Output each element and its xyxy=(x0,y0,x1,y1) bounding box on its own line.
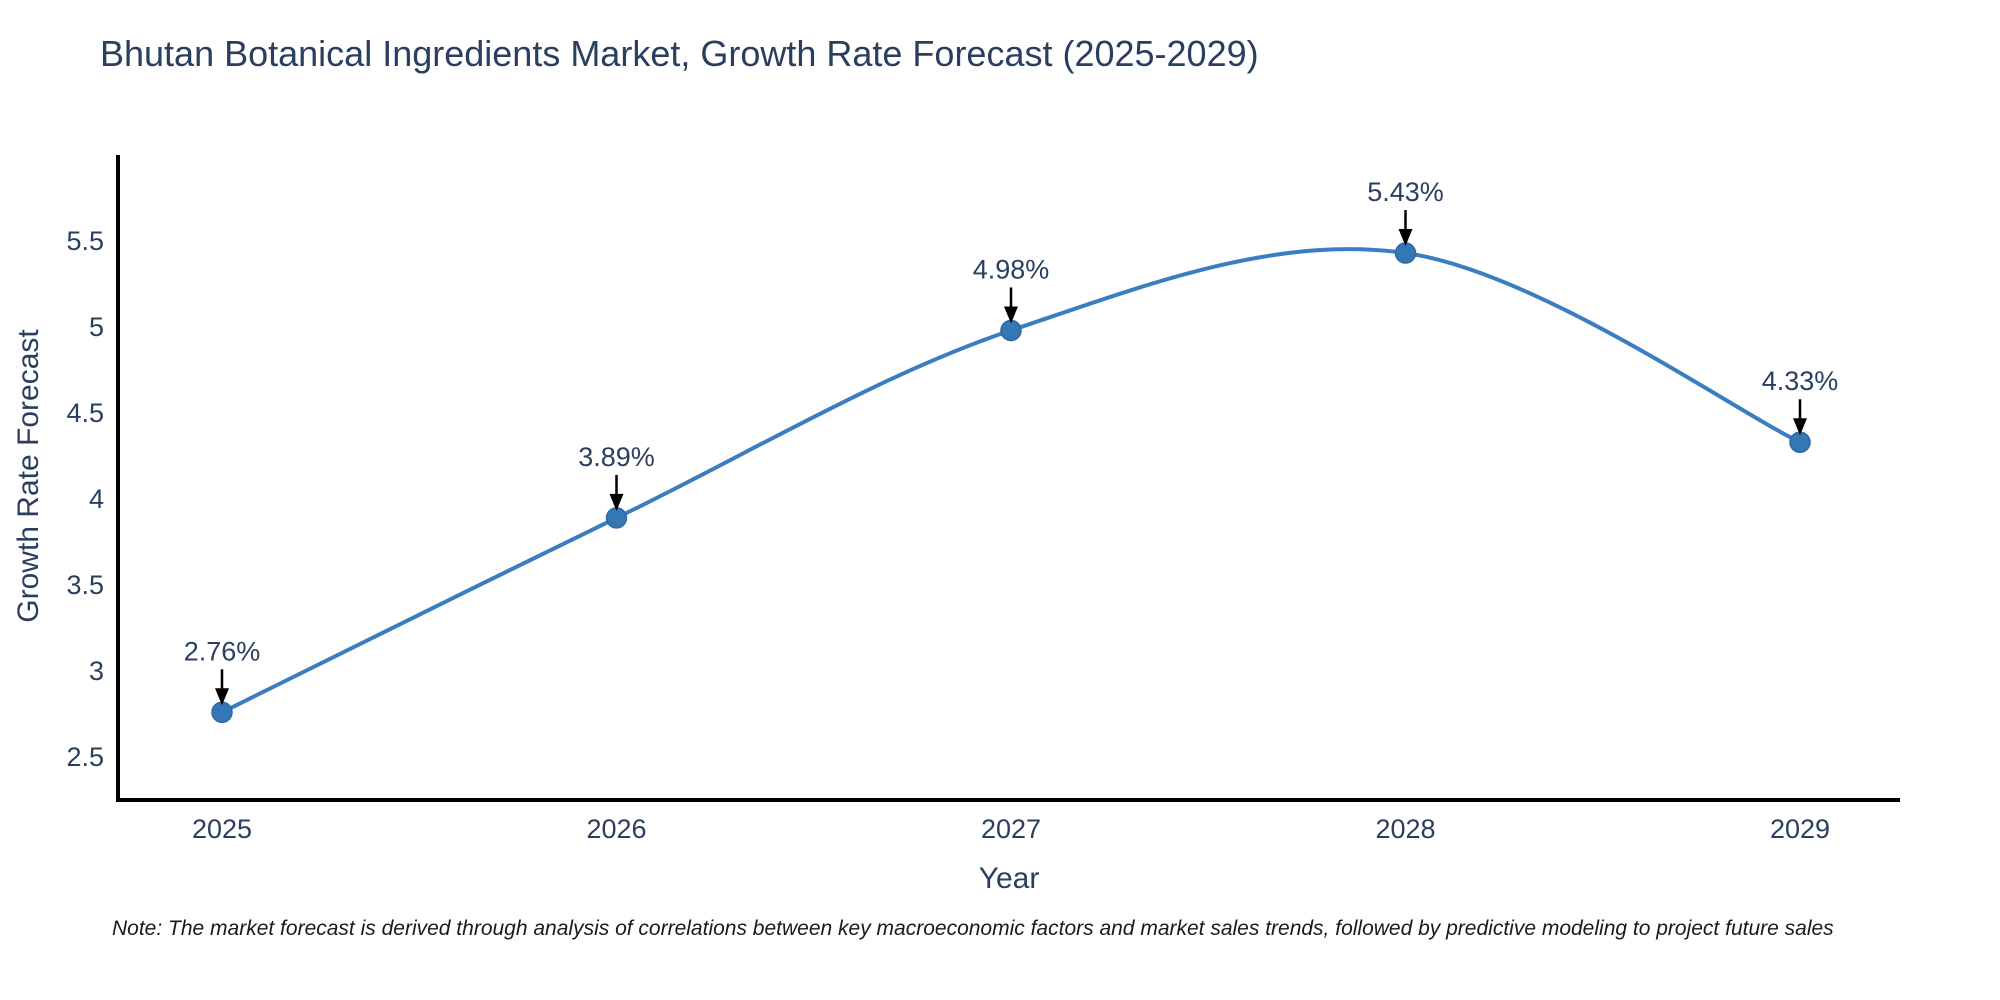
y-tick-label: 4.5 xyxy=(66,398,104,428)
x-tick-label: 2028 xyxy=(1375,814,1435,844)
x-tick-label: 2029 xyxy=(1770,814,1830,844)
point-value-label: 4.33% xyxy=(1762,366,1839,396)
point-value-label: 4.98% xyxy=(973,254,1050,284)
point-value-label: 3.89% xyxy=(578,442,655,472)
arrow-down-icon xyxy=(1004,306,1018,324)
y-tick-label: 3.5 xyxy=(66,570,104,600)
x-tick-label: 2025 xyxy=(192,814,252,844)
y-tick-label: 3 xyxy=(89,656,104,686)
x-tick-label: 2026 xyxy=(586,814,646,844)
y-axis-title: Growth Rate Forecast xyxy=(12,329,45,623)
arrow-down-icon xyxy=(1793,418,1807,436)
arrow-down-icon xyxy=(1398,229,1413,247)
point-annotations: 2.76% 3.89% 4.98% 5.43% 4.33% xyxy=(184,177,1839,706)
y-tick-label: 5 xyxy=(89,312,104,342)
y-tick-label: 4 xyxy=(89,484,104,514)
y-tick-label: 5.5 xyxy=(66,226,104,256)
line-series xyxy=(211,242,1811,724)
arrow-down-icon xyxy=(215,688,229,706)
chart-title: Bhutan Botanical Ingredients Market, Gro… xyxy=(100,33,1259,74)
axes: 2.5 3 3.5 4 4.5 5 5.5 2025 2026 2027 2028 2029 xyxy=(66,155,1900,844)
arrow-down-icon xyxy=(609,493,624,511)
point-value-label: 5.43% xyxy=(1367,177,1444,207)
x-axis-title: Year xyxy=(979,862,1040,895)
point-value-label: 2.76% xyxy=(184,636,261,666)
footnote: Note: The market forecast is derived thr… xyxy=(112,917,1834,940)
x-tick-label: 2027 xyxy=(981,814,1041,844)
y-tick-label: 2.5 xyxy=(66,742,104,772)
